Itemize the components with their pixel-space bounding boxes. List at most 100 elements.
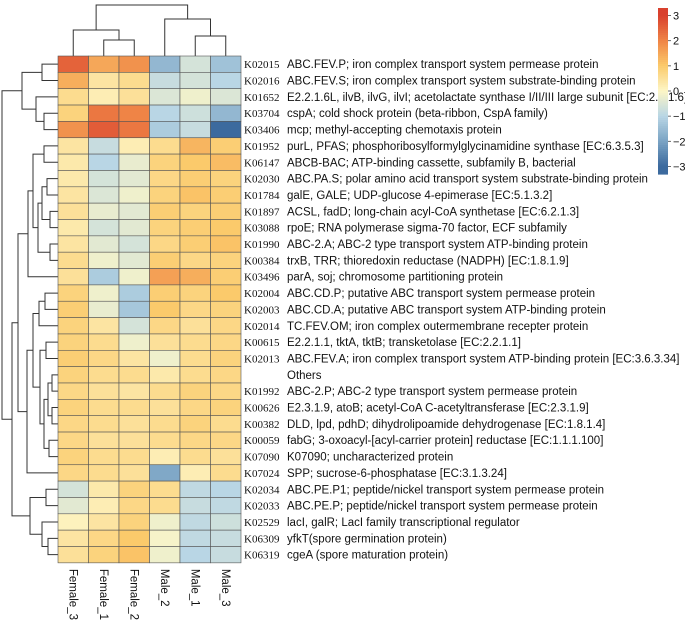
- legend-color-segment: [658, 66, 668, 69]
- row-label-code: K02529: [244, 517, 280, 529]
- column-label: Male_1: [188, 569, 200, 607]
- heatmap-cell: [179, 333, 211, 351]
- heatmap-cell: [179, 448, 211, 466]
- heatmap-cell: [57, 121, 89, 139]
- heatmap-cell: [210, 546, 242, 564]
- heatmap-cell: [118, 300, 150, 318]
- legend-color-segment: [658, 14, 668, 17]
- heatmap-cell: [57, 415, 89, 433]
- heatmap-cell: [88, 317, 120, 335]
- heatmap-cell: [179, 186, 211, 204]
- heatmap-cell: [57, 235, 89, 253]
- legend-color-segment: [658, 99, 668, 102]
- legend-tick-label: 1: [673, 61, 679, 73]
- heatmap-cell: [57, 513, 89, 531]
- row-label: ABC.FEV.P; iron complex transport system…: [287, 59, 598, 71]
- heatmap-cell: [210, 497, 242, 515]
- row-label: ABC.CD.A; putative ABC transport system …: [287, 304, 606, 316]
- heatmap-cell: [88, 546, 120, 564]
- legend-color-segment: [658, 22, 668, 26]
- heatmap-cell: [88, 186, 120, 204]
- heatmap-cell: [210, 186, 242, 204]
- heatmap-cell: [210, 480, 242, 498]
- dendrogram-branch: [51, 407, 58, 425]
- heatmap-cell: [210, 513, 242, 531]
- dendrogram-branch: [45, 488, 58, 507]
- legend-color-segment: [658, 70, 668, 73]
- legend-color-segment: [658, 142, 668, 146]
- legend-color-segment: [658, 24, 668, 28]
- legend-color-segment: [658, 167, 668, 171]
- legend-color-segment: [658, 117, 668, 121]
- row-label: trxB, TRR; thioredoxin reductase (NADPH)…: [287, 255, 569, 267]
- legend-color-segment: [658, 151, 668, 154]
- legend-color-segment: [658, 59, 668, 63]
- dendrogram-branch: [72, 29, 120, 56]
- heatmap-cell: [57, 300, 89, 318]
- heatmap-cell: [118, 497, 150, 515]
- heatmap-cell: [149, 415, 181, 433]
- dendrogram-branch: [21, 71, 42, 110]
- legend-color-segment: [658, 91, 668, 94]
- heatmap-cell: [57, 382, 89, 400]
- heatmap-cell: [210, 349, 242, 367]
- row-label: ABC-2.A; ABC-2 type transport system ATP…: [287, 239, 588, 251]
- heatmap-cell: [88, 431, 120, 449]
- heatmap-cell: [210, 333, 242, 351]
- heatmap-cell: [149, 72, 181, 89]
- heatmap-cell: [179, 497, 211, 515]
- heatmap-cell: [88, 235, 120, 253]
- heatmap-cell: [118, 170, 150, 188]
- heatmap-cell: [210, 72, 242, 89]
- legend-color-segment: [658, 84, 668, 88]
- column-label: Male_3: [219, 569, 231, 607]
- heatmap-cell: [57, 251, 89, 269]
- heatmap-cell: [88, 415, 120, 433]
- heatmap-cell: [118, 349, 150, 367]
- heatmap-cell: [57, 284, 89, 302]
- heatmap-cell: [210, 448, 242, 466]
- dendrogram-branch: [26, 349, 58, 474]
- legend-color-segment: [658, 57, 668, 61]
- heatmap-cell: [118, 186, 150, 204]
- row-label: lacI, galR; LacI family transcriptional …: [287, 517, 520, 529]
- legend-color-segment: [658, 8, 668, 11]
- dendrogram-branch: [38, 300, 58, 327]
- legend-tick-label: −1: [673, 111, 685, 123]
- heatmap-cell: [118, 153, 150, 171]
- heatmap-cell: [118, 121, 150, 139]
- heatmap-cell: [57, 186, 89, 204]
- heatmap-cell: [118, 546, 150, 564]
- heatmap-cell: [179, 513, 211, 531]
- heatmap-cell: [88, 170, 120, 188]
- legend-color-segment: [658, 28, 668, 32]
- legend-color-segment: [658, 47, 668, 51]
- heatmap-cell: [210, 121, 242, 139]
- row-label-code: K01652: [244, 92, 279, 104]
- row-label-code: K00626: [244, 403, 280, 415]
- heatmap-cell: [179, 415, 211, 433]
- row-label-code: K06309: [244, 533, 280, 545]
- heatmap-cell: [57, 529, 89, 547]
- legend-color-segment: [658, 26, 668, 30]
- legend-color-segment: [658, 39, 668, 42]
- legend-color-segment: [658, 16, 668, 19]
- heatmap-cell: [179, 366, 211, 384]
- heatmap-cell: [210, 153, 242, 171]
- heatmap-cell: [149, 513, 181, 531]
- legend-color-segment: [658, 74, 668, 78]
- legend-color-segment: [658, 41, 668, 44]
- row-label-code: K00059: [244, 435, 280, 447]
- heatmap-cell: [179, 202, 211, 220]
- legend-color-segment: [658, 32, 668, 36]
- heatmap-cell: [88, 202, 120, 220]
- legend-color-segment: [658, 80, 668, 84]
- legend-color-segment: [658, 68, 668, 71]
- row-label-code: K02013: [244, 353, 280, 365]
- heatmap-cell: [179, 104, 211, 122]
- heatmap-cell: [88, 349, 120, 367]
- legend-color-segment: [658, 159, 668, 163]
- heatmap-cell: [57, 366, 89, 384]
- dendrogram-branch: [37, 202, 50, 253]
- heatmap-cell: [179, 317, 211, 335]
